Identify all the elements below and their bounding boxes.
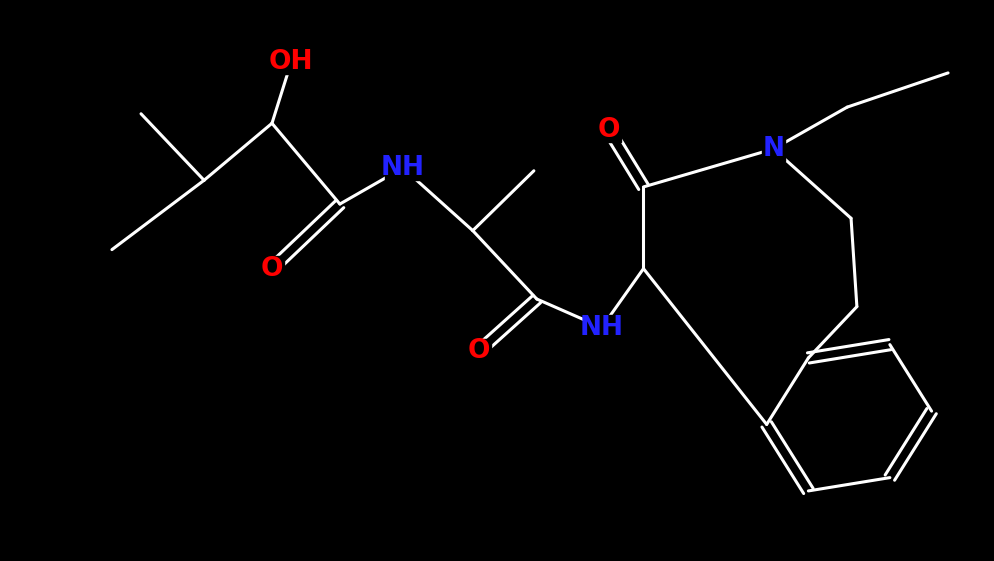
Text: O: O: [596, 117, 619, 143]
Text: O: O: [467, 338, 489, 364]
Text: OH: OH: [268, 48, 313, 75]
Bar: [760, 137, 784, 161]
Bar: [273, 49, 309, 73]
Text: NH: NH: [381, 155, 424, 181]
Text: O: O: [260, 256, 283, 282]
Bar: [385, 156, 420, 180]
Bar: [596, 118, 620, 142]
Text: N: N: [761, 136, 783, 162]
Bar: [466, 339, 490, 364]
Text: NH: NH: [580, 315, 623, 341]
Bar: [583, 315, 619, 339]
Bar: [259, 256, 283, 280]
